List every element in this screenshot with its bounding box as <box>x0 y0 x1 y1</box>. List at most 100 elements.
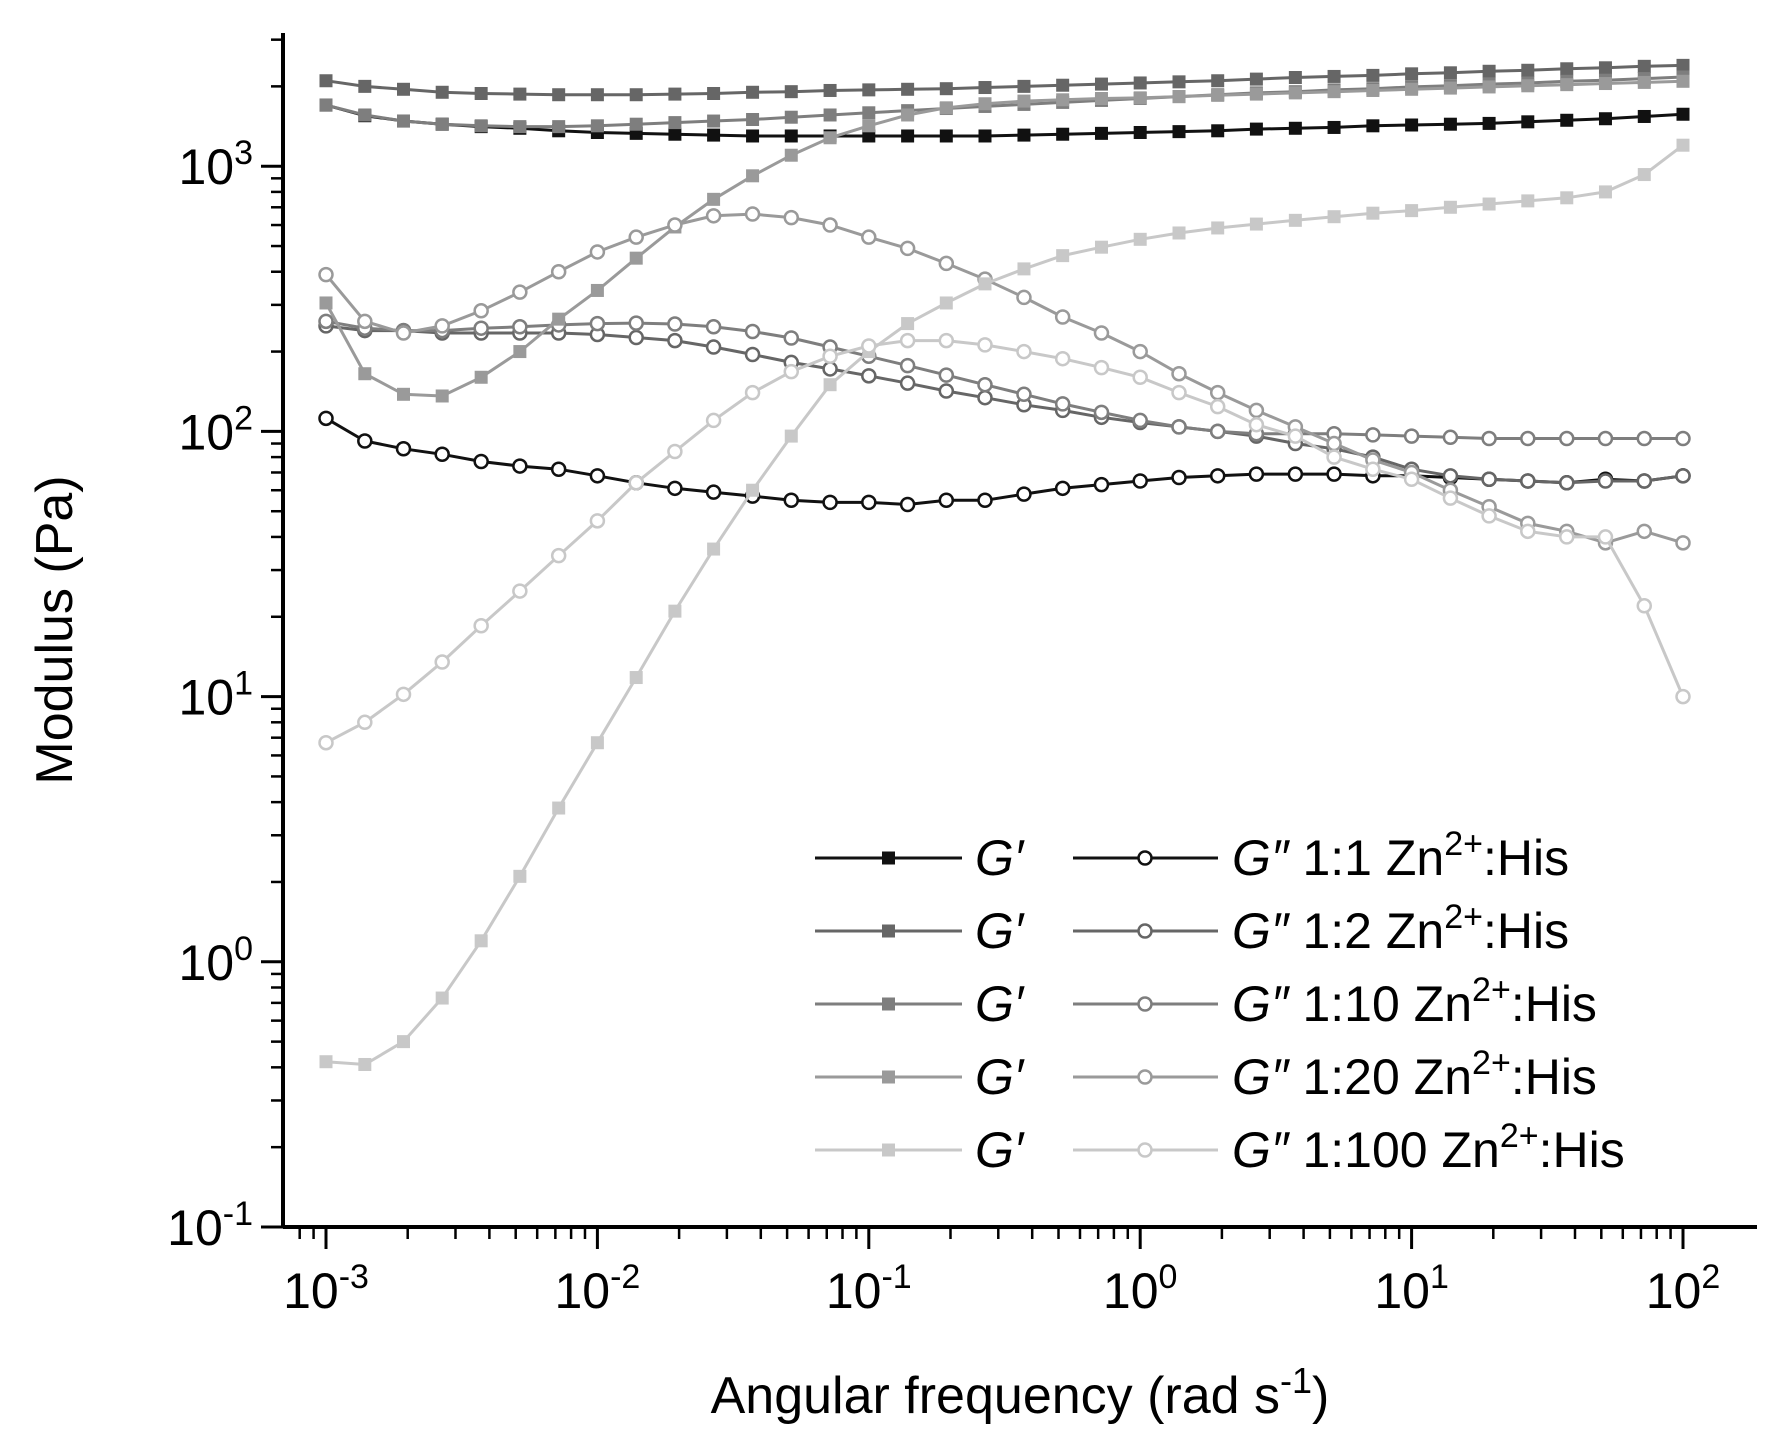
data-point <box>1327 210 1341 224</box>
data-point <box>784 429 798 443</box>
data-point <box>319 98 333 112</box>
data-point <box>784 110 798 124</box>
data-point <box>1017 94 1031 108</box>
data-point <box>318 266 334 283</box>
data-point <box>1287 428 1304 444</box>
data-point <box>899 240 916 257</box>
data-point <box>512 583 528 599</box>
data-point <box>977 376 993 393</box>
data-point <box>822 361 838 377</box>
data-point <box>590 736 604 750</box>
data-point <box>746 483 760 497</box>
data-point <box>434 318 450 334</box>
data-point <box>783 209 800 226</box>
data-point <box>861 229 877 245</box>
data-point <box>705 484 722 500</box>
data-point <box>318 313 334 330</box>
legend-marker-square <box>882 924 895 938</box>
series-line <box>325 319 1683 440</box>
data-point <box>1403 471 1420 488</box>
data-point <box>1481 471 1497 488</box>
data-point <box>1366 68 1380 82</box>
legend-marker-square <box>882 1070 895 1084</box>
data-point <box>862 106 876 120</box>
data-point <box>938 492 955 509</box>
data-point <box>628 329 644 346</box>
data-point <box>784 85 798 99</box>
data-point <box>1520 430 1536 447</box>
data-point <box>1171 384 1187 401</box>
data-point <box>862 119 876 133</box>
data-point <box>1521 194 1535 208</box>
data-point <box>1094 240 1108 254</box>
data-point <box>861 338 877 354</box>
data-point <box>319 1055 333 1069</box>
data-point <box>1366 83 1380 97</box>
data-point <box>1211 221 1225 235</box>
axes-layer: 10-3 10-2 10-1 100 101 102 10-1 100 101 102 103 Ang… <box>26 33 1757 1425</box>
data-point <box>667 443 683 460</box>
data-point <box>822 494 838 511</box>
data-point <box>397 1035 411 1049</box>
data-point <box>1598 77 1612 91</box>
legend-marker-square <box>882 1143 895 1157</box>
data-point <box>1171 469 1187 486</box>
data-point <box>899 496 916 513</box>
data-point <box>899 357 916 374</box>
data-point <box>1093 404 1110 421</box>
data-point <box>358 108 372 122</box>
data-point <box>938 332 955 349</box>
y-tick-label: 102 <box>178 399 253 460</box>
data-point <box>1675 430 1691 447</box>
data-point <box>1249 87 1263 101</box>
data-point <box>1056 249 1070 263</box>
data-point <box>1637 109 1651 123</box>
data-point <box>550 263 567 280</box>
data-point <box>1054 480 1071 497</box>
legend-g-prime-label: G′ <box>975 1049 1025 1105</box>
data-point <box>512 284 528 300</box>
data-point <box>1016 289 1032 306</box>
data-point <box>901 108 915 122</box>
legend-series-label: G″ 1:10 Zn2+:His <box>1232 971 1597 1032</box>
data-point <box>1211 74 1225 88</box>
data-point <box>1056 93 1070 107</box>
data-point <box>1520 473 1536 489</box>
data-point <box>1560 191 1574 205</box>
y-tick-label: 103 <box>178 134 253 195</box>
data-point <box>552 120 566 134</box>
data-point <box>1288 86 1302 100</box>
data-point <box>513 345 527 359</box>
data-point <box>862 129 876 143</box>
data-point <box>744 384 761 401</box>
data-point <box>550 461 567 477</box>
data-point <box>1211 124 1225 138</box>
data-point <box>1443 66 1457 80</box>
data-point <box>1559 475 1575 491</box>
data-point <box>1676 58 1690 72</box>
data-point <box>1443 200 1457 214</box>
data-point <box>901 129 915 143</box>
data-point <box>1133 76 1147 90</box>
data-point <box>861 368 877 384</box>
data-point <box>1327 120 1341 134</box>
data-point <box>823 378 837 392</box>
data-point <box>707 542 721 556</box>
data-point <box>978 97 992 111</box>
data-point <box>1288 121 1302 135</box>
data-point <box>1172 125 1186 139</box>
data-point <box>1482 197 1496 211</box>
legend-marker-square <box>882 997 895 1011</box>
data-point <box>513 120 527 134</box>
data-point <box>1093 359 1110 376</box>
data-point <box>1597 430 1614 447</box>
data-point <box>667 316 683 332</box>
data-point <box>1326 449 1342 465</box>
data-point <box>552 801 566 815</box>
x-tick-label: 101 <box>1374 1258 1449 1319</box>
data-point <box>1443 117 1457 131</box>
data-point <box>939 296 953 310</box>
data-point <box>1521 79 1535 93</box>
legend-row-1-2: G′ G″ 1:2 Zn2+:His <box>815 898 1569 959</box>
data-point <box>1481 508 1497 524</box>
